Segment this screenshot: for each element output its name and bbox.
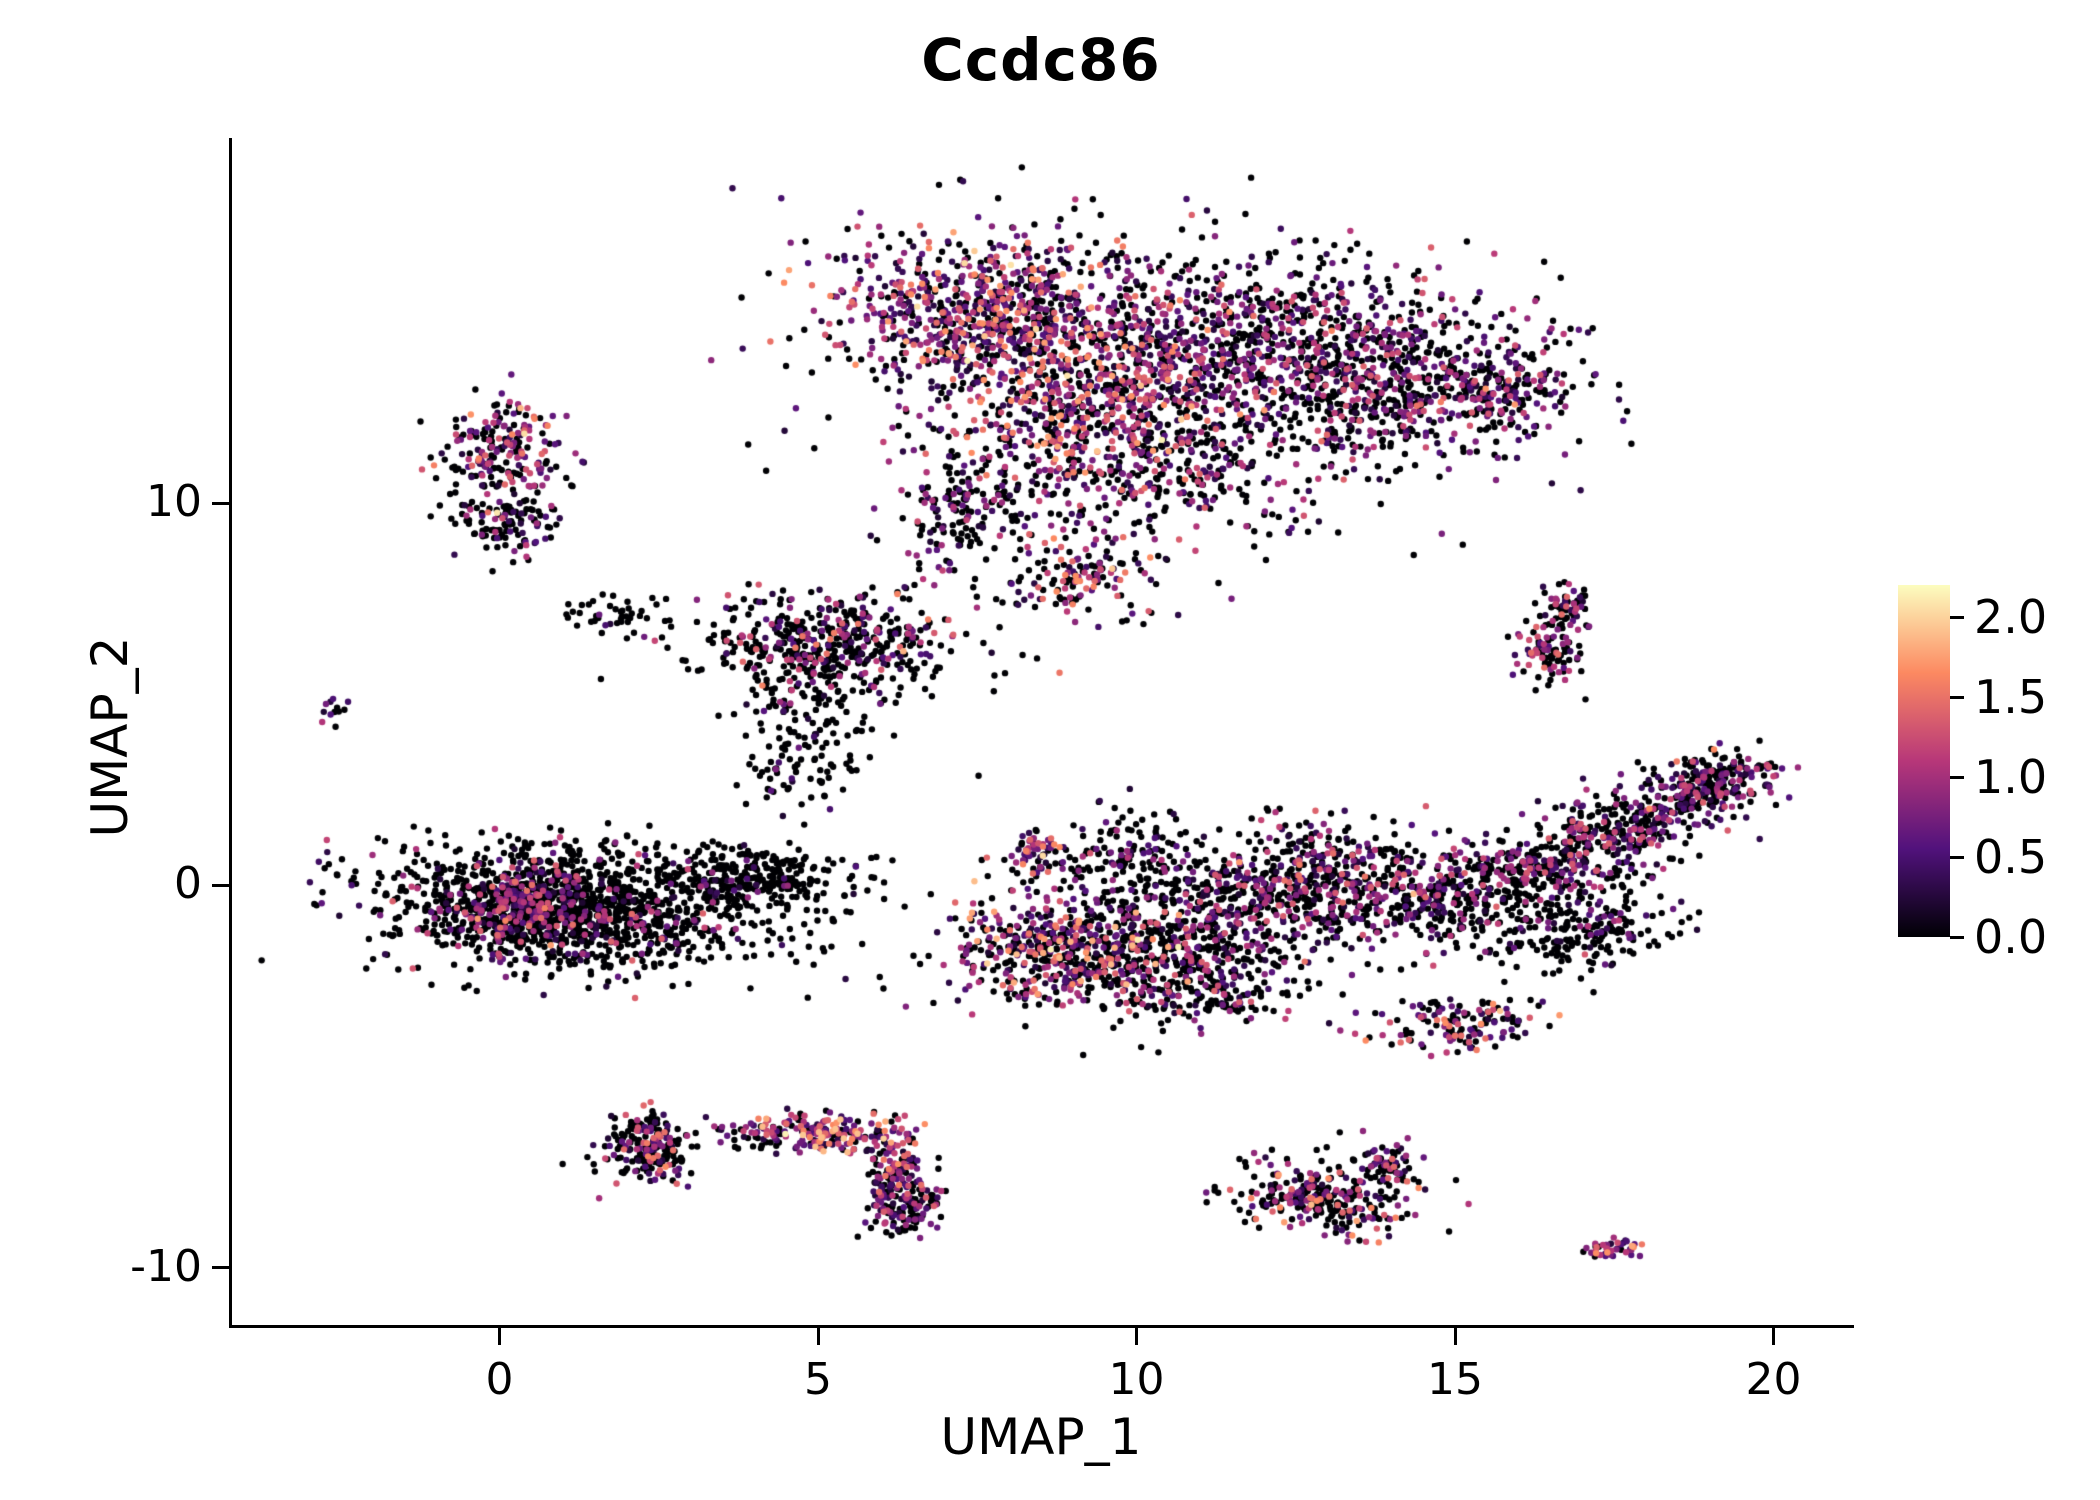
legend-tick-label: 1.0 bbox=[1974, 750, 2048, 804]
y-axis-line bbox=[229, 138, 232, 1328]
legend-tick-label: 0.0 bbox=[1974, 910, 2048, 964]
legend-tick-label: 1.5 bbox=[1974, 670, 2048, 724]
y-tick-label: -10 bbox=[130, 1240, 202, 1292]
y-tick-mark bbox=[212, 1266, 229, 1270]
y-tick-label: 0 bbox=[174, 858, 202, 910]
legend-gradient-bar bbox=[1898, 585, 1950, 937]
y-tick-label: 10 bbox=[146, 476, 202, 528]
y-tick-mark bbox=[212, 883, 229, 887]
x-axis-title: UMAP_1 bbox=[940, 1408, 1142, 1466]
legend-tick-label: 0.5 bbox=[1974, 830, 2048, 884]
x-tick-mark bbox=[816, 1328, 820, 1345]
x-tick-label: 0 bbox=[485, 1354, 514, 1405]
x-tick-label: 5 bbox=[804, 1354, 833, 1405]
legend-tick-mark bbox=[1950, 775, 1964, 779]
chart-title: Ccdc86 bbox=[921, 26, 1161, 94]
x-tick-label: 10 bbox=[1108, 1354, 1165, 1405]
x-tick-label: 20 bbox=[1745, 1354, 1802, 1405]
legend-tick-mark bbox=[1950, 855, 1964, 859]
x-tick-mark bbox=[498, 1328, 502, 1345]
x-tick-label: 15 bbox=[1427, 1354, 1484, 1405]
y-axis-title: UMAP_2 bbox=[81, 636, 139, 838]
x-tick-mark bbox=[1772, 1328, 1776, 1345]
y-tick-mark bbox=[212, 501, 229, 505]
legend-tick-mark bbox=[1950, 695, 1964, 699]
umap-scatter-canvas bbox=[232, 140, 1850, 1325]
legend-tick-mark bbox=[1950, 615, 1964, 619]
x-axis-line bbox=[229, 1325, 1854, 1328]
x-tick-mark bbox=[1453, 1328, 1457, 1345]
legend-tick-label: 2.0 bbox=[1974, 590, 2048, 644]
legend-tick-mark bbox=[1950, 935, 1964, 939]
x-tick-mark bbox=[1135, 1328, 1139, 1345]
